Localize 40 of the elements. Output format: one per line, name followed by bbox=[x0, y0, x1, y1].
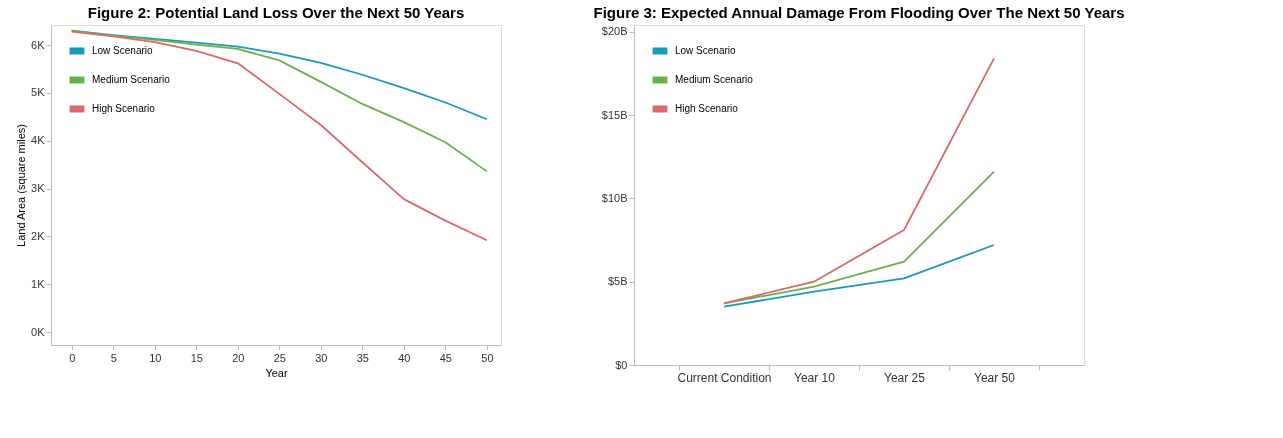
x-tick-label: Current Condition bbox=[677, 370, 772, 385]
x-tick-label: 0 bbox=[69, 351, 76, 364]
x-tick-label: Year 25 bbox=[884, 370, 926, 385]
legend-label: Medium Scenario bbox=[675, 74, 754, 85]
x-tick-label: 5 bbox=[110, 351, 117, 364]
legend-label: Medium Scenario bbox=[92, 74, 171, 85]
line-series bbox=[723, 244, 995, 308]
x-tick-label: 35 bbox=[356, 351, 369, 364]
y-tick-label: 4K bbox=[31, 134, 46, 147]
x-tick-label: 10 bbox=[149, 351, 162, 364]
legend-label: High Scenario bbox=[92, 103, 156, 114]
legend-label: Low Scenario bbox=[92, 45, 154, 56]
y-tick-label: $5B bbox=[607, 275, 628, 288]
chart-title: Figure 2: Potential Land Loss Over the Next 50 Years bbox=[87, 4, 465, 21]
legend-label: Low Scenario bbox=[675, 45, 737, 56]
y-tick-label: 2K bbox=[31, 229, 46, 242]
chart-title: Figure 3: Expected Annual Damage From Flooding Over The Next 50 Years bbox=[593, 4, 1125, 21]
line-series bbox=[70, 30, 488, 242]
x-tick-label: 20 bbox=[232, 351, 245, 364]
y-axis-title: Land Area (square miles) bbox=[15, 124, 28, 247]
y-tick-label: $0 bbox=[615, 358, 628, 371]
line-series bbox=[70, 29, 488, 173]
x-tick-label: 30 bbox=[315, 351, 328, 364]
x-tick-label: 40 bbox=[398, 351, 411, 364]
x-tick-label: Year 10 bbox=[794, 370, 836, 385]
y-tick-label: $20B bbox=[601, 25, 628, 38]
x-tick-label: 50 bbox=[481, 351, 494, 364]
y-tick-label: 1K bbox=[31, 277, 46, 290]
y-tick-label: 3K bbox=[31, 182, 46, 195]
x-tick-label: 25 bbox=[273, 351, 286, 364]
x-tick-label: 45 bbox=[439, 351, 452, 364]
y-tick-label: $10B bbox=[601, 191, 628, 204]
x-axis-title: Year bbox=[265, 366, 288, 379]
y-tick-label: 0K bbox=[31, 325, 46, 338]
x-tick-label: Year 50 bbox=[974, 370, 1016, 385]
y-tick-label: 6K bbox=[31, 38, 46, 51]
y-tick-label: $15B bbox=[601, 108, 628, 121]
x-tick-label: 15 bbox=[190, 351, 203, 364]
legend-label: High Scenario bbox=[675, 103, 739, 114]
y-tick-label: 5K bbox=[31, 86, 46, 99]
